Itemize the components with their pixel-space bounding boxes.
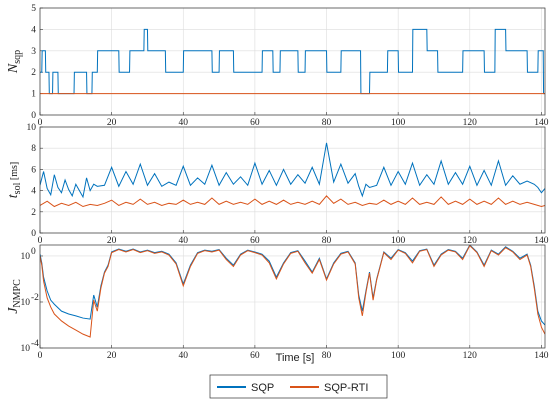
panel-tsol: 0 20 40 60 80 100 120 140 0 2 4 6 8 10 tsol [ms] bbox=[6, 123, 549, 246]
y-tick-exponent: -4 bbox=[31, 339, 39, 349]
y-tick-label: 4 bbox=[31, 187, 36, 197]
legend: SQP SQP-RTI bbox=[209, 374, 388, 399]
y-tick-label: 10 bbox=[21, 298, 31, 308]
y-tick-label: 1 bbox=[31, 90, 36, 100]
x-tick-label: 40 bbox=[179, 236, 189, 246]
y-tick-label: 6 bbox=[31, 165, 36, 175]
x-tick-label: 80 bbox=[322, 236, 332, 246]
series-line-tsol-sqp-rti bbox=[40, 195, 545, 208]
y-tick-label: 4 bbox=[31, 25, 36, 35]
x-tick-label: 0 bbox=[38, 351, 43, 361]
y-axis-label-subscript: NMPC bbox=[12, 279, 23, 308]
legend-label-sqp-rti: SQP-RTI bbox=[324, 382, 368, 394]
x-tick-label: 20 bbox=[107, 118, 117, 128]
x-tick-label: 100 bbox=[391, 118, 406, 128]
axes-frame-tsol bbox=[39, 126, 546, 234]
y-tick-label: 5 bbox=[31, 4, 36, 14]
y-tick-label: 2 bbox=[31, 208, 36, 218]
x-tick-label: 20 bbox=[107, 236, 117, 246]
y-axis-label-main: N bbox=[6, 63, 21, 74]
y-axis-label-jnmpc: JNMPC bbox=[6, 279, 23, 314]
series-line-jnmpc-sqp-rti bbox=[40, 245, 545, 338]
plot-area-jnmpc bbox=[40, 245, 545, 348]
y-tick-label: 10 bbox=[21, 344, 31, 354]
y-tick-label: 0 bbox=[31, 111, 36, 121]
y-tick-label: 2 bbox=[31, 68, 36, 78]
x-tick-label: 40 bbox=[179, 351, 189, 361]
y-axis-label-subscript: sol bbox=[12, 182, 23, 194]
axes-frame-nsqp bbox=[39, 7, 546, 116]
y-tick-label: 3 bbox=[31, 47, 36, 57]
x-tick-label: 120 bbox=[463, 351, 478, 361]
y-axis-label-nsqp: Nsqp bbox=[6, 50, 23, 74]
x-tick-label: 120 bbox=[463, 236, 478, 246]
x-tick-label: 140 bbox=[534, 236, 549, 246]
x-tick-label: 20 bbox=[107, 351, 117, 361]
x-tick-label: 0 bbox=[38, 236, 43, 246]
legend-label-sqp: SQP bbox=[251, 382, 274, 394]
y-axis-label-subscript: sqp bbox=[12, 50, 23, 64]
x-tick-label: 140 bbox=[534, 118, 549, 128]
x-axis-label: Time [s] bbox=[276, 352, 315, 364]
y-tick-exponent: 0 bbox=[31, 247, 36, 257]
y-tick-label: 0 bbox=[31, 229, 36, 239]
y-tick-exponent: -2 bbox=[31, 293, 39, 303]
y-tick-label: 8 bbox=[31, 144, 36, 154]
panel-nsqp: 0 20 40 60 80 100 120 140 0 1 2 3 4 5 Nsqp bbox=[6, 4, 549, 128]
series-line-tsol-sqp bbox=[40, 142, 545, 199]
x-tick-label: 0 bbox=[38, 118, 43, 128]
plot-area-tsol bbox=[40, 127, 545, 233]
y-tick-label: 10 bbox=[21, 252, 31, 262]
x-tick-label: 80 bbox=[322, 118, 332, 128]
x-tick-label: 100 bbox=[391, 351, 406, 361]
x-tick-label: 60 bbox=[250, 351, 260, 361]
x-tick-label: 40 bbox=[179, 118, 189, 128]
x-tick-label: 60 bbox=[250, 118, 260, 128]
plot-area-nsqp bbox=[40, 8, 545, 115]
y-axis-label-unit: [ms] bbox=[9, 162, 20, 183]
y-tick-label: 10 bbox=[27, 123, 37, 133]
x-tick-label: 140 bbox=[534, 351, 549, 361]
series-line-nsqp-sqp bbox=[40, 28, 545, 95]
y-axis-label-main: J bbox=[6, 307, 21, 314]
axes-frame-jnmpc bbox=[39, 244, 546, 349]
y-axis-label-main: t bbox=[6, 193, 21, 198]
x-tick-label: 60 bbox=[250, 236, 260, 246]
y-axis-label-tsol: tsol [ms] bbox=[6, 162, 23, 198]
x-tick-label: 100 bbox=[391, 236, 406, 246]
x-tick-label: 120 bbox=[463, 118, 478, 128]
x-tick-label: 80 bbox=[322, 351, 332, 361]
